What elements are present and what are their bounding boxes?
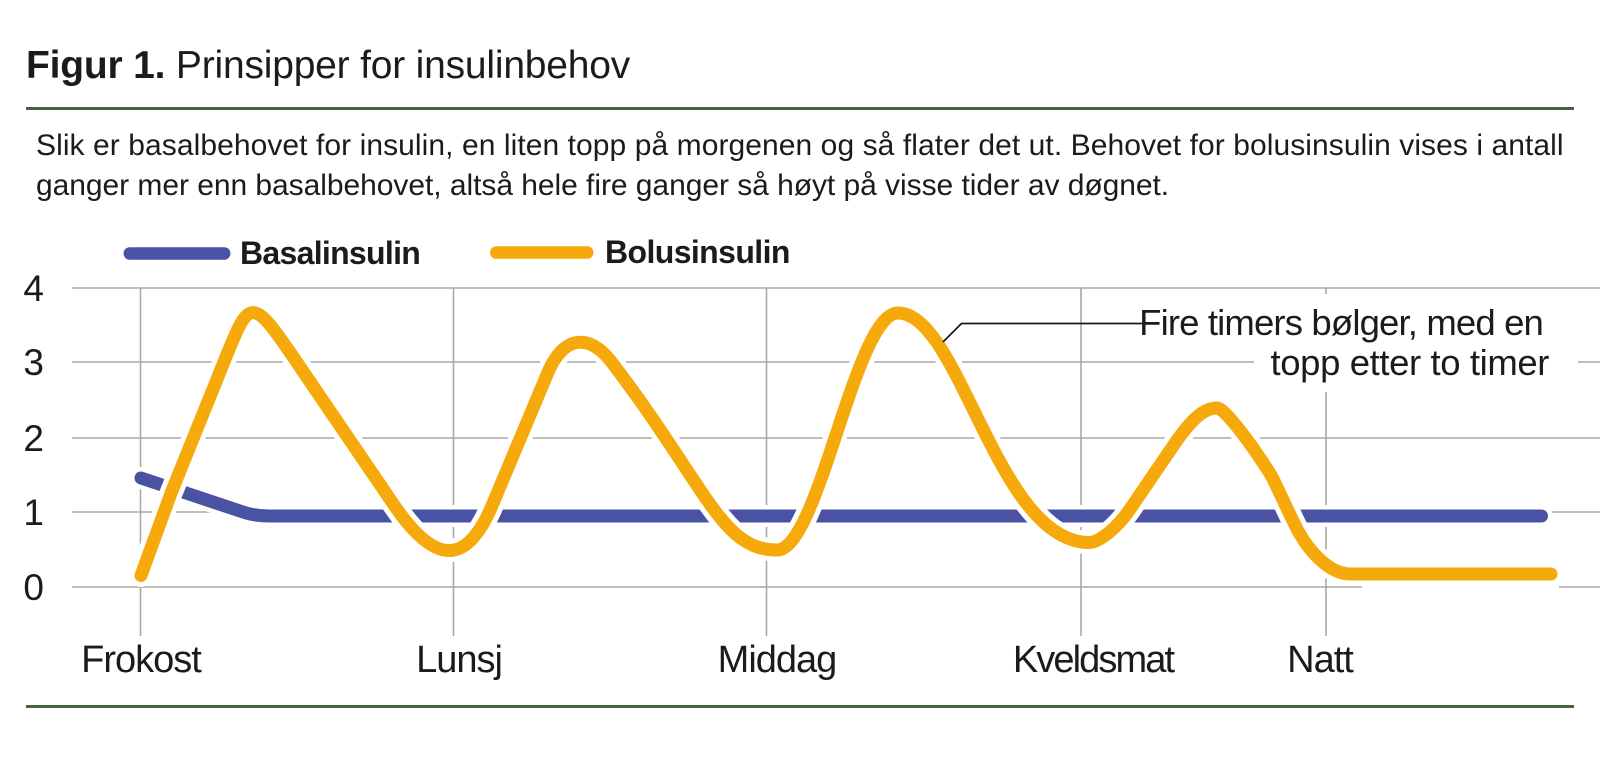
- svg-text:Frokost: Frokost: [81, 639, 202, 681]
- svg-text:Fire timers bølger, med en: Fire timers bølger, med en: [1139, 302, 1543, 343]
- svg-text:2: 2: [23, 418, 44, 459]
- svg-text:1: 1: [23, 492, 44, 533]
- svg-text:Kveldsmat: Kveldsmat: [1013, 639, 1176, 681]
- svg-text:ganger mer enn basalbehovet, a: ganger mer enn basalbehovet, altså hele …: [36, 169, 1169, 202]
- svg-text:Natt: Natt: [1287, 639, 1354, 681]
- svg-text:0: 0: [23, 567, 44, 608]
- svg-text:4: 4: [23, 268, 44, 309]
- svg-text:3: 3: [23, 342, 44, 383]
- svg-text:Bolusinsulin: Bolusinsulin: [605, 234, 790, 270]
- svg-text:topp etter to timer: topp etter to timer: [1271, 342, 1550, 383]
- svg-text:Middag: Middag: [718, 639, 837, 681]
- svg-text:Basalinsulin: Basalinsulin: [240, 235, 420, 271]
- svg-text:Lunsj: Lunsj: [416, 639, 502, 681]
- svg-text:Slik er basalbehovet for insul: Slik er basalbehovet for insulin, en lit…: [36, 129, 1564, 162]
- svg-text:Figur 1. Prinsipper for insuli: Figur 1. Prinsipper for insulinbehov: [26, 44, 631, 87]
